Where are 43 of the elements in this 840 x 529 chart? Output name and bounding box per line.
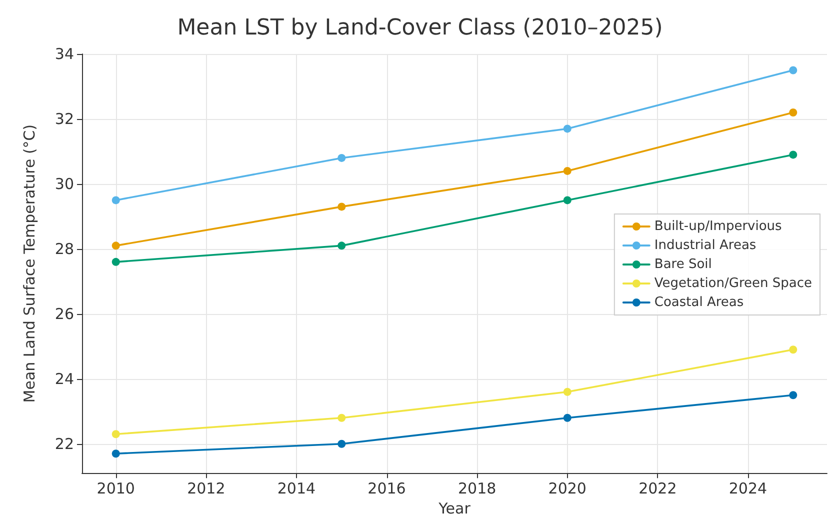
point (563, 124, 572, 133)
point (112, 196, 120, 204)
x-tick-label: 2014 (277, 480, 316, 498)
legend-label: Vegetation/Green Space (654, 276, 812, 291)
x-tick-label: 2020 (548, 480, 586, 498)
x-tick-label: 2024 (728, 480, 768, 498)
point (112, 450, 120, 458)
y-tick-label: 34 (54, 45, 74, 63)
y-axis-title: Mean Land Surface Temperature (°C) (20, 124, 38, 403)
x-tick-label: 2010 (96, 480, 135, 498)
legend-label: Industrial Areas (654, 238, 756, 253)
y-tick-label: 28 (54, 240, 74, 258)
chart-title: Mean LST by Land-Cover Class (2010–2025) (177, 16, 663, 40)
x-axis-title: Year (438, 500, 472, 518)
point (789, 150, 798, 159)
y-tick-label: 26 (54, 304, 74, 323)
x-tick-label: 2022 (638, 480, 677, 498)
point (338, 414, 346, 422)
x-tick-label: 2012 (187, 480, 226, 498)
point (789, 108, 798, 116)
y-tick-label: 30 (54, 174, 74, 193)
point (112, 430, 120, 438)
point (789, 346, 798, 354)
point (338, 242, 346, 250)
point (112, 242, 120, 250)
legend-label: Coastal Areas (654, 295, 744, 310)
point (338, 202, 346, 211)
point (563, 196, 572, 204)
point (789, 66, 798, 74)
point (563, 166, 572, 175)
y-tick-label: 32 (54, 110, 74, 128)
point (338, 440, 346, 448)
point (563, 388, 572, 396)
point (112, 258, 120, 266)
x-tick-label: 2018 (458, 480, 496, 498)
point (789, 391, 798, 400)
point (338, 154, 346, 162)
y-tick-label: 22 (54, 434, 74, 453)
legend-label: Built-up/Impervious (654, 219, 782, 234)
y-tick-label: 24 (54, 370, 74, 388)
legend-label: Bare Soil (654, 257, 712, 272)
x-tick-label: 2016 (368, 480, 406, 498)
point (563, 414, 572, 422)
